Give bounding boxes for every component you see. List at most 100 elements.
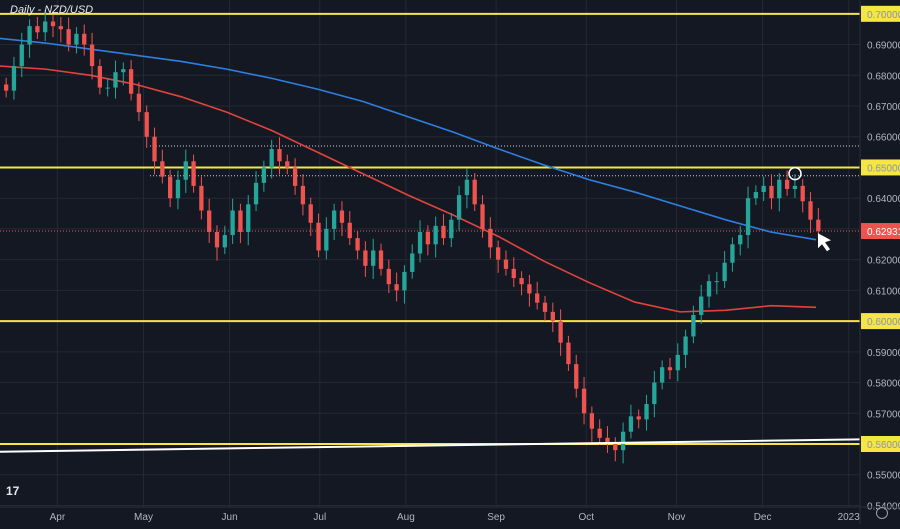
- candle-body: [238, 210, 243, 232]
- candle-body: [378, 250, 384, 269]
- candle-body: [222, 235, 227, 248]
- price-tick-label: 0.62000: [867, 256, 900, 267]
- price-tick-label: 0.64000: [867, 194, 900, 205]
- candle-body: [253, 182, 259, 205]
- candle-body: [691, 314, 696, 337]
- gear-icon[interactable]: [876, 507, 888, 519]
- candle-body: [136, 93, 142, 113]
- candle-body: [363, 250, 368, 266]
- candle-body: [581, 388, 587, 414]
- price-tick-label: 0.59000: [867, 348, 900, 359]
- price-tick-label: 0.60000: [867, 317, 900, 328]
- trendlines[interactable]: [0, 438, 861, 453]
- candle-body: [386, 268, 391, 285]
- tradingview-logo-icon[interactable]: 17: [6, 484, 20, 498]
- price-axis[interactable]: 0.70000 0.69000 0.68000 0.67000 0.66000 0.650…: [859, 0, 900, 524]
- candle-body: [230, 210, 235, 236]
- candle-body: [613, 444, 618, 451]
- candle-body: [800, 185, 805, 202]
- candle-body: [269, 149, 274, 168]
- candle-body: [105, 87, 110, 89]
- price-tick-label: 0.69000: [867, 41, 900, 52]
- candle-body: [292, 167, 298, 186]
- candle-body: [683, 336, 688, 355]
- annotations: [788, 166, 831, 252]
- time-tick-label: Aug: [397, 512, 415, 523]
- candle-body: [347, 222, 352, 239]
- candle-body: [722, 262, 727, 282]
- candle-body: [58, 26, 63, 30]
- level-badge-label: 0.60000: [867, 317, 900, 328]
- candle-body: [246, 204, 251, 232]
- candle-body: [519, 278, 524, 285]
- trendline: [0, 438, 861, 453]
- level-badge: [861, 159, 900, 176]
- candle-body: [285, 161, 290, 168]
- candle-body: [660, 367, 665, 383]
- candle-body: [402, 271, 407, 291]
- candle-body: [816, 219, 821, 232]
- price-tick-label: 0.68000: [867, 71, 900, 82]
- candle-body: [121, 69, 126, 73]
- candle-body: [589, 413, 595, 429]
- candle-body: [199, 185, 204, 211]
- time-tick-label: Dec: [754, 512, 772, 523]
- time-tick-label: Jun: [222, 512, 238, 523]
- candle-body: [738, 235, 743, 245]
- candle-body: [19, 44, 24, 67]
- candle-body: [316, 222, 321, 251]
- candle-body: [332, 210, 337, 229]
- candle-body: [511, 268, 516, 279]
- price-tick-label: 0.58000: [867, 379, 900, 390]
- candle-body: [527, 284, 532, 294]
- level-badge: [861, 5, 900, 22]
- candle-body: [456, 195, 462, 220]
- candle-body: [808, 201, 813, 220]
- candle-body: [168, 176, 173, 199]
- candle-body: [714, 281, 719, 283]
- candle-body: [566, 342, 571, 365]
- price-tick-label: 0.65000: [867, 163, 900, 174]
- candle-body: [82, 33, 87, 45]
- candle-body: [745, 198, 751, 236]
- last-price-badge: [861, 223, 900, 240]
- candle-body: [207, 210, 212, 232]
- horizontal-levels[interactable]: 0.70000 0.65000 0.60000 0.56000: [0, 5, 900, 453]
- time-tick-label: Nov: [668, 512, 686, 523]
- price-tick-label: 0.56000: [867, 440, 900, 451]
- price-tick-label: 0.66000: [867, 133, 900, 144]
- candle-body: [472, 179, 477, 205]
- time-tick-label: Jul: [313, 512, 326, 523]
- time-axis[interactable]: Apr May Jun Jul Aug Sep Oct Nov Dec 2023: [0, 506, 900, 523]
- candle-body: [277, 149, 282, 162]
- candle-body: [308, 204, 313, 223]
- chart-title: Daily - NZD/USD: [10, 4, 94, 16]
- candle-body: [480, 204, 485, 229]
- candle-body: [97, 66, 103, 88]
- candle-body: [730, 244, 735, 263]
- price-tick-label: 0.57000: [867, 409, 900, 420]
- candle-body: [152, 136, 157, 162]
- candle-body: [441, 225, 446, 239]
- candle-body: [636, 416, 641, 420]
- moving-average-line: [0, 37, 817, 241]
- candle-body: [605, 437, 610, 445]
- candle-body: [628, 416, 634, 432]
- candle-body: [433, 225, 438, 245]
- candle-body: [620, 431, 626, 451]
- candle-body: [792, 185, 798, 189]
- last-price-label: 0.62931: [867, 227, 900, 238]
- time-tick-label: May: [134, 512, 153, 523]
- level-badge-label: 0.56000: [867, 440, 900, 451]
- candles: [4, 9, 821, 464]
- level-badge: [861, 436, 900, 453]
- price-tick-label: 0.67000: [867, 102, 900, 113]
- candle-body: [464, 179, 470, 196]
- candle-body: [425, 231, 431, 245]
- candle-body: [35, 26, 40, 33]
- time-tick-label: Oct: [579, 512, 595, 523]
- candle-body: [89, 44, 95, 67]
